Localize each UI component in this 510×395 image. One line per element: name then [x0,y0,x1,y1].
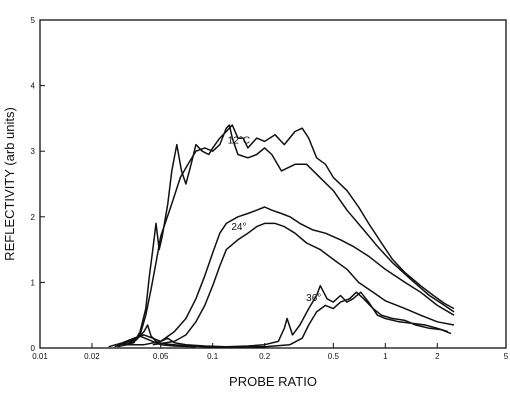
series-line-1 [122,124,455,346]
y-axis-title: REFLECTIVITY (arb units) [2,107,17,261]
x-tick-label: 0.2 [259,352,271,361]
axis-ticks: 0.01 0.02 0.05 0.1 0.2 0.5 1 2 5 0 1 2 3 4 5 [31,16,509,361]
series-line-5 [226,284,449,348]
annotation-label: 12°C [228,135,250,146]
series-line-9 [114,335,196,348]
plot-frame [39,19,507,349]
series-line-3 [122,206,455,346]
x-tick-label: 0.1 [207,352,219,361]
y-tick-label: 0 [31,344,36,353]
annotation-label: 36° [306,293,321,304]
x-tick-label: 5 [504,352,509,361]
y-tick-label: 4 [31,82,36,91]
series-layer [108,124,455,348]
y-tick-label: 5 [31,16,36,25]
annotation-label: 24° [231,222,246,233]
x-tick-label: 0.5 [328,352,340,361]
x-tick-label: 0.02 [84,352,100,361]
y-tick-label: 2 [31,213,36,222]
y-tick-label: 1 [31,278,36,287]
series-line-4 [152,222,455,346]
series-line-2 [126,124,455,346]
x-axis-title: PROBE RATIO [229,374,317,389]
x-tick-label: 0.01 [32,352,48,361]
x-tick-label: 1 [383,352,388,361]
y-tick-label: 3 [31,147,36,156]
series-line-6 [264,291,452,348]
annotations: 12°C 24° 36° [228,135,322,303]
x-tick-label: 2 [435,352,440,361]
x-tick-label: 0.05 [153,352,169,361]
